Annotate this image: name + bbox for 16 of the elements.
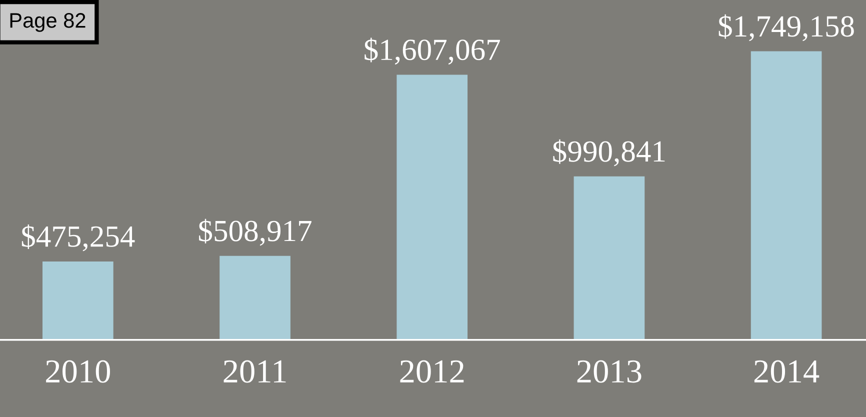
data-label: $508,917 [199, 218, 312, 246]
bar [396, 74, 468, 340]
x-tick-label: 2011 [224, 360, 286, 383]
x-tick-label: 2014 [754, 360, 820, 383]
data-label: $475,254 [22, 224, 135, 252]
data-label: $1,749,158 [718, 14, 854, 42]
annotation: Page 82 [10, 13, 86, 32]
bar [42, 261, 114, 340]
bar [220, 256, 290, 340]
x-tick-label: 2012 [400, 360, 464, 383]
x-tick-label: 2010 [46, 360, 110, 383]
bar [574, 176, 645, 340]
x-tick-label: 2013 [577, 360, 642, 383]
data-label: $990,841 [553, 139, 665, 166]
data-label: $1,607,067 [364, 38, 500, 65]
bar [750, 51, 822, 340]
